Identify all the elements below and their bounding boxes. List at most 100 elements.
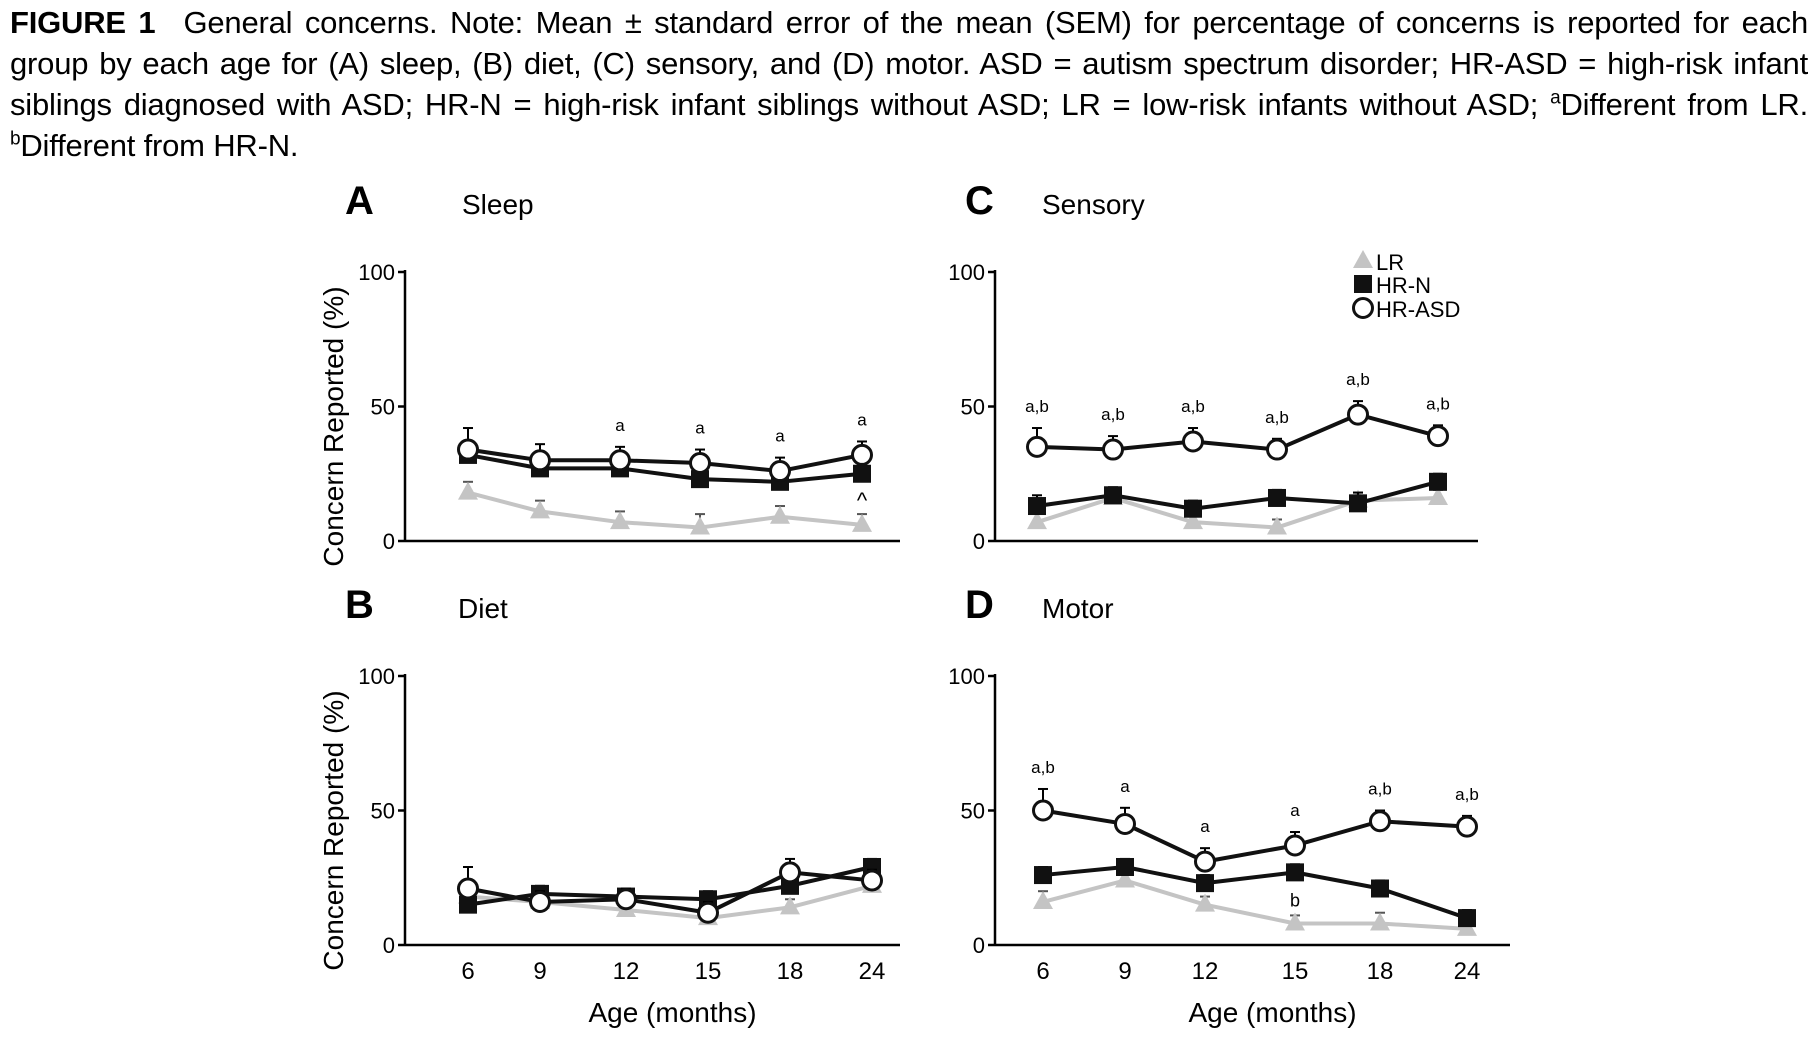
panel-letter-C: C (965, 179, 994, 223)
marker-hr-asd-C-1 (1102, 438, 1124, 461)
panel-letter-D: D (965, 583, 994, 627)
caption-text: General concerns. Note: Mean ± standard … (10, 5, 1808, 122)
y-tick-label-C-50: 50 (961, 395, 985, 420)
marker-hr-n-D-5 (1458, 909, 1476, 928)
marker-hr-asd-A-0 (457, 438, 479, 461)
series-line-lr-D (1042, 878, 1468, 931)
marker-hr-asd-C-3 (1266, 438, 1288, 461)
y-tick-label-B-0: 0 (383, 933, 395, 958)
marker-hr-asd-D-2 (1194, 850, 1216, 873)
annotation-A-4: a (775, 427, 785, 446)
marker-hr-n-D-3 (1286, 863, 1304, 882)
marker-hr-asd-B-4 (779, 861, 801, 884)
x-tick-label-D-12: 12 (1192, 958, 1219, 985)
marker-hr-n-C-3 (1268, 488, 1286, 507)
annotation-C-2: a,b (1181, 397, 1205, 416)
figure-label: FIGURE 1 (10, 5, 156, 40)
marker-lr-C-5 (1428, 486, 1448, 505)
y-axis-label-A: Concern Reported (%) (318, 286, 349, 566)
marker-hr-n-D-1 (1116, 857, 1134, 876)
series-line-hr-n-C (1036, 479, 1439, 511)
marker-hr-asd-A-5 (851, 443, 873, 466)
marker-hr-n-D-0 (1034, 866, 1052, 885)
marker-hr-n-D-4 (1371, 879, 1389, 898)
marker-lr-C-0 (1027, 511, 1047, 530)
marker-lr-D-2 (1195, 893, 1215, 912)
mark-A-5: ^ (857, 488, 868, 513)
marker-hr-n-A-3 (691, 470, 709, 489)
y-tick-label-D-100: 100 (948, 664, 985, 689)
marker-hr-asd-legend-2 (1352, 297, 1374, 319)
marker-hr-asd-B-1 (529, 890, 551, 913)
series-line-lr-B (467, 883, 873, 921)
marker-hr-n-D-2 (1196, 874, 1214, 893)
marker-lr-A-2 (610, 511, 630, 530)
marker-lr-A-5 (852, 513, 872, 532)
marker-hr-asd-D-3 (1284, 834, 1306, 857)
x-tick-label-D-6: 6 (1036, 958, 1049, 985)
annotation-C-1: a,b (1101, 405, 1125, 424)
caption-text-hrn: Different from HR-N. (20, 128, 299, 163)
marker-hr-n-A-5 (853, 464, 871, 483)
marker-hr-asd-C-0 (1026, 435, 1048, 458)
annotation-D-0: a,b (1031, 758, 1055, 777)
marker-hr-n-C-1 (1104, 486, 1122, 505)
annotation-C-4: a,b (1346, 370, 1370, 389)
marker-hr-n-C-2 (1184, 499, 1202, 518)
marker-hr-asd-C-2 (1182, 430, 1204, 453)
x-tick-label-B-12: 12 (613, 958, 640, 985)
marker-hr-asd-D-1 (1114, 812, 1136, 835)
marker-lr-D-0 (1033, 890, 1053, 909)
y-axis-label-B: Concern Reported (%) (318, 690, 349, 970)
x-tick-label-B-15: 15 (695, 958, 722, 985)
caption-text-lr: Different from LR. (1560, 87, 1809, 122)
figure-caption: FIGURE 1 General concerns. Note: Mean ± s… (10, 2, 1808, 166)
marker-lr-B-4 (780, 896, 800, 915)
panel-title-C: Sensory (1042, 189, 1145, 220)
marker-lr-A-1 (530, 500, 550, 519)
panel-title-D: Motor (1042, 593, 1114, 624)
mark-D-3: b (1290, 890, 1300, 910)
marker-hr-asd-D-0 (1032, 799, 1054, 822)
series-line-hr-asd-A (467, 447, 863, 474)
x-axis-label-D: Age (months) (1188, 997, 1356, 1028)
x-tick-label-B-6: 6 (461, 958, 474, 985)
panel-letter-B: B (345, 583, 374, 627)
y-tick-label-D-0: 0 (973, 933, 985, 958)
marker-hr-asd-C-5 (1427, 425, 1449, 448)
caption-sup-a: a (1550, 87, 1561, 109)
series-line-lr-A (467, 490, 863, 530)
annotation-D-5: a,b (1455, 785, 1479, 804)
x-tick-label-D-24: 24 (1454, 958, 1481, 985)
marker-hr-asd-D-5 (1456, 815, 1478, 838)
marker-lr-C-2 (1183, 511, 1203, 530)
marker-hr-n-legend-1 (1354, 275, 1372, 293)
y-tick-label-A-0: 0 (383, 529, 395, 554)
x-tick-label-B-9: 9 (533, 958, 546, 985)
series-line-hr-n-A (467, 452, 863, 484)
annotation-D-1: a (1120, 777, 1130, 796)
marker-hr-asd-B-0 (457, 877, 479, 900)
series-line-hr-asd-D (1042, 808, 1468, 864)
y-tick-label-D-50: 50 (961, 799, 985, 824)
annotation-C-5: a,b (1426, 394, 1450, 413)
panel-letter-A: A (345, 179, 374, 223)
series-line-hr-n-D (1042, 864, 1468, 920)
x-tick-label-B-24: 24 (859, 958, 886, 985)
marker-lr-A-3 (690, 516, 710, 535)
marker-hr-n-C-5 (1429, 472, 1447, 491)
marker-hr-asd-A-2 (609, 449, 631, 472)
y-tick-label-A-50: 50 (371, 395, 395, 420)
x-tick-label-B-18: 18 (777, 958, 804, 985)
series-line-hr-n-B (467, 865, 873, 907)
marker-hr-n-C-4 (1349, 494, 1367, 513)
y-tick-label-C-100: 100 (948, 260, 985, 285)
legend-label-lr: LR (1376, 250, 1404, 275)
y-tick-label-B-100: 100 (358, 664, 395, 689)
caption-sup-b: b (10, 128, 21, 150)
x-tick-label-D-15: 15 (1282, 958, 1309, 985)
x-tick-label-D-9: 9 (1118, 958, 1131, 985)
marker-hr-n-B-0 (459, 895, 477, 914)
annotation-D-2: a (1200, 817, 1210, 836)
